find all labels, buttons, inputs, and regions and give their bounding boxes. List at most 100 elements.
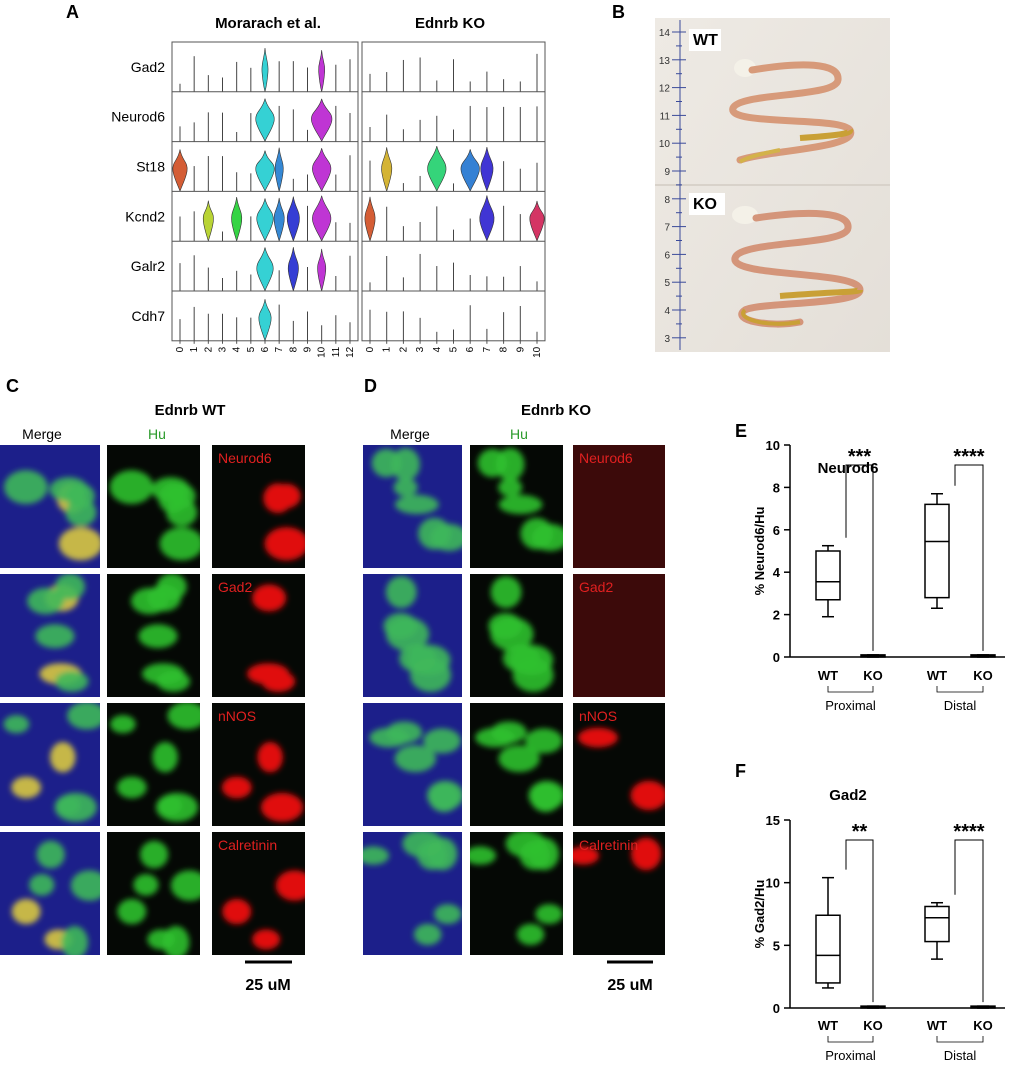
micro-image [212,574,305,697]
cell [151,477,190,502]
cells [110,703,200,822]
panel-label: B [612,2,625,22]
micro-image [107,445,200,568]
marker-label: Neurod6 [218,450,272,466]
cell [530,783,561,813]
gene-label: Neurod6 [111,109,165,125]
ruler-label: 7 [664,223,670,234]
cells [383,576,452,693]
cells [109,470,200,561]
cell [61,925,89,955]
red-cell [221,776,252,799]
scale-label: 25 uM [245,977,290,994]
cell [55,574,86,601]
cell [170,870,200,901]
micro-image [0,445,100,568]
box [924,503,950,599]
cluster-label: 0 [365,346,376,352]
cell [510,644,554,676]
cluster-label: 3 [218,346,229,352]
cell [152,742,178,773]
cell [140,840,169,869]
panel-label: F [735,761,746,781]
column-header: Hu [510,426,528,442]
y-tick-label: 2 [773,608,780,623]
y-tick-label: 10 [766,876,780,891]
cell [470,846,497,865]
micro-image [573,445,665,568]
y-tick-label: 5 [773,938,780,953]
significance-bracket [954,464,984,651]
red-cell [577,727,618,748]
ruler-label: 3 [664,334,670,345]
marker-label: Gad2 [218,579,252,595]
cluster-label: 4 [432,346,443,352]
violin [172,149,188,192]
sample-label: WT [693,32,718,49]
panel-label: A [66,2,79,22]
chart-title: Gad2 [829,787,867,804]
cell [393,478,418,497]
y-tick-label: 15 [766,813,780,828]
cell [394,494,439,515]
micro-image [107,832,200,955]
cells [470,832,563,946]
micro-image [0,832,100,955]
cell [490,576,522,609]
gene-label: Cdh7 [132,308,166,324]
red-cell [630,780,665,811]
ruler-label: 11 [660,111,671,122]
red-cell [573,846,600,865]
violin [256,198,274,242]
red-cell [272,483,301,509]
group-label: Proximal [825,1048,876,1063]
cell [391,448,421,481]
micro-image [573,832,665,955]
ruler-label: 14 [659,28,671,39]
y-axis-label: % Gad2/Hu [752,880,767,949]
cell [434,904,462,925]
micro-image [212,445,305,568]
gene-label: Kcnd2 [125,208,165,224]
cluster-label: 4 [232,346,243,352]
cell [386,617,430,651]
cell [495,448,525,481]
micro-image [363,832,462,955]
cluster-label: 8 [288,346,299,352]
cluster-label: 6 [260,346,271,352]
violin [287,247,299,292]
cells [222,870,305,950]
gene-label: Galr2 [131,258,165,274]
cluster-label: 7 [482,346,493,352]
micro-image [212,703,305,826]
red-cell [260,792,304,822]
micro-image [363,703,462,826]
red-cell [264,527,305,561]
cells [475,721,563,813]
cells [263,483,305,561]
gene-label: Gad2 [131,59,165,75]
violin [460,149,480,192]
marker-label: Calretinin [218,837,277,853]
cell [428,783,460,813]
violin [317,248,327,292]
y-tick-label: 0 [773,1001,780,1016]
violin [256,247,274,292]
violin [480,146,494,192]
violin [273,197,285,242]
violin [479,195,495,242]
micro-image [0,574,100,697]
violin [231,197,243,242]
y-tick-label: 10 [766,438,780,453]
significance: **** [953,821,984,843]
cell [156,670,191,692]
cell [414,923,442,946]
violin [529,200,545,242]
cell [49,477,89,502]
group-bracket [827,686,874,693]
cell [519,840,551,870]
ruler-label: 10 [659,139,671,150]
y-axis-label: % Neurod6/Hu [752,507,767,596]
violin [364,196,376,242]
